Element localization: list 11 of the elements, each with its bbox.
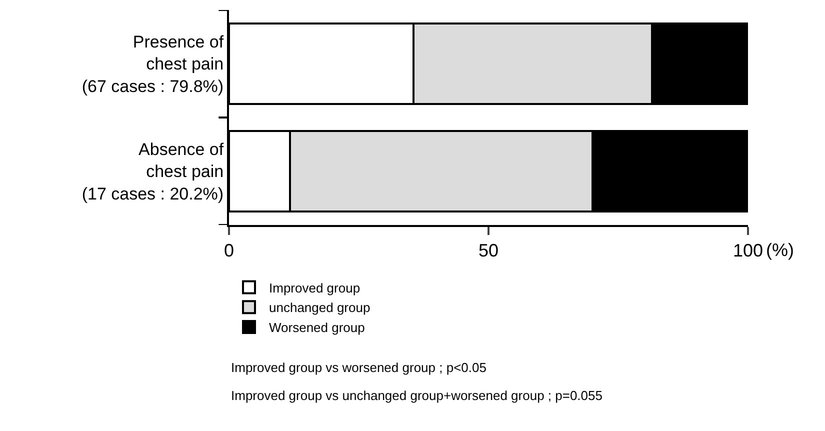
y-tick-label: Presence of chest pain (67 cases : 79.8%) bbox=[82, 32, 224, 96]
x-tick-label: 100 bbox=[732, 240, 764, 261]
legend-label: Worsened group bbox=[269, 320, 365, 336]
x-axis-title: (%) bbox=[766, 240, 794, 260]
x-tick-label: 50 bbox=[478, 240, 499, 261]
y-tick-label: Absence of chest pain (17 cases : 20.2%) bbox=[82, 140, 224, 204]
text: Improved group vs worsened group ; p<0.05 bbox=[231, 360, 486, 375]
text: Improved group vs unchanged group+worsened group ; p=0.055 bbox=[231, 388, 602, 403]
legend-label: unchanged group bbox=[269, 300, 370, 316]
x-tick-label: 0 bbox=[224, 240, 234, 261]
legend-label: Improved group bbox=[269, 280, 360, 296]
